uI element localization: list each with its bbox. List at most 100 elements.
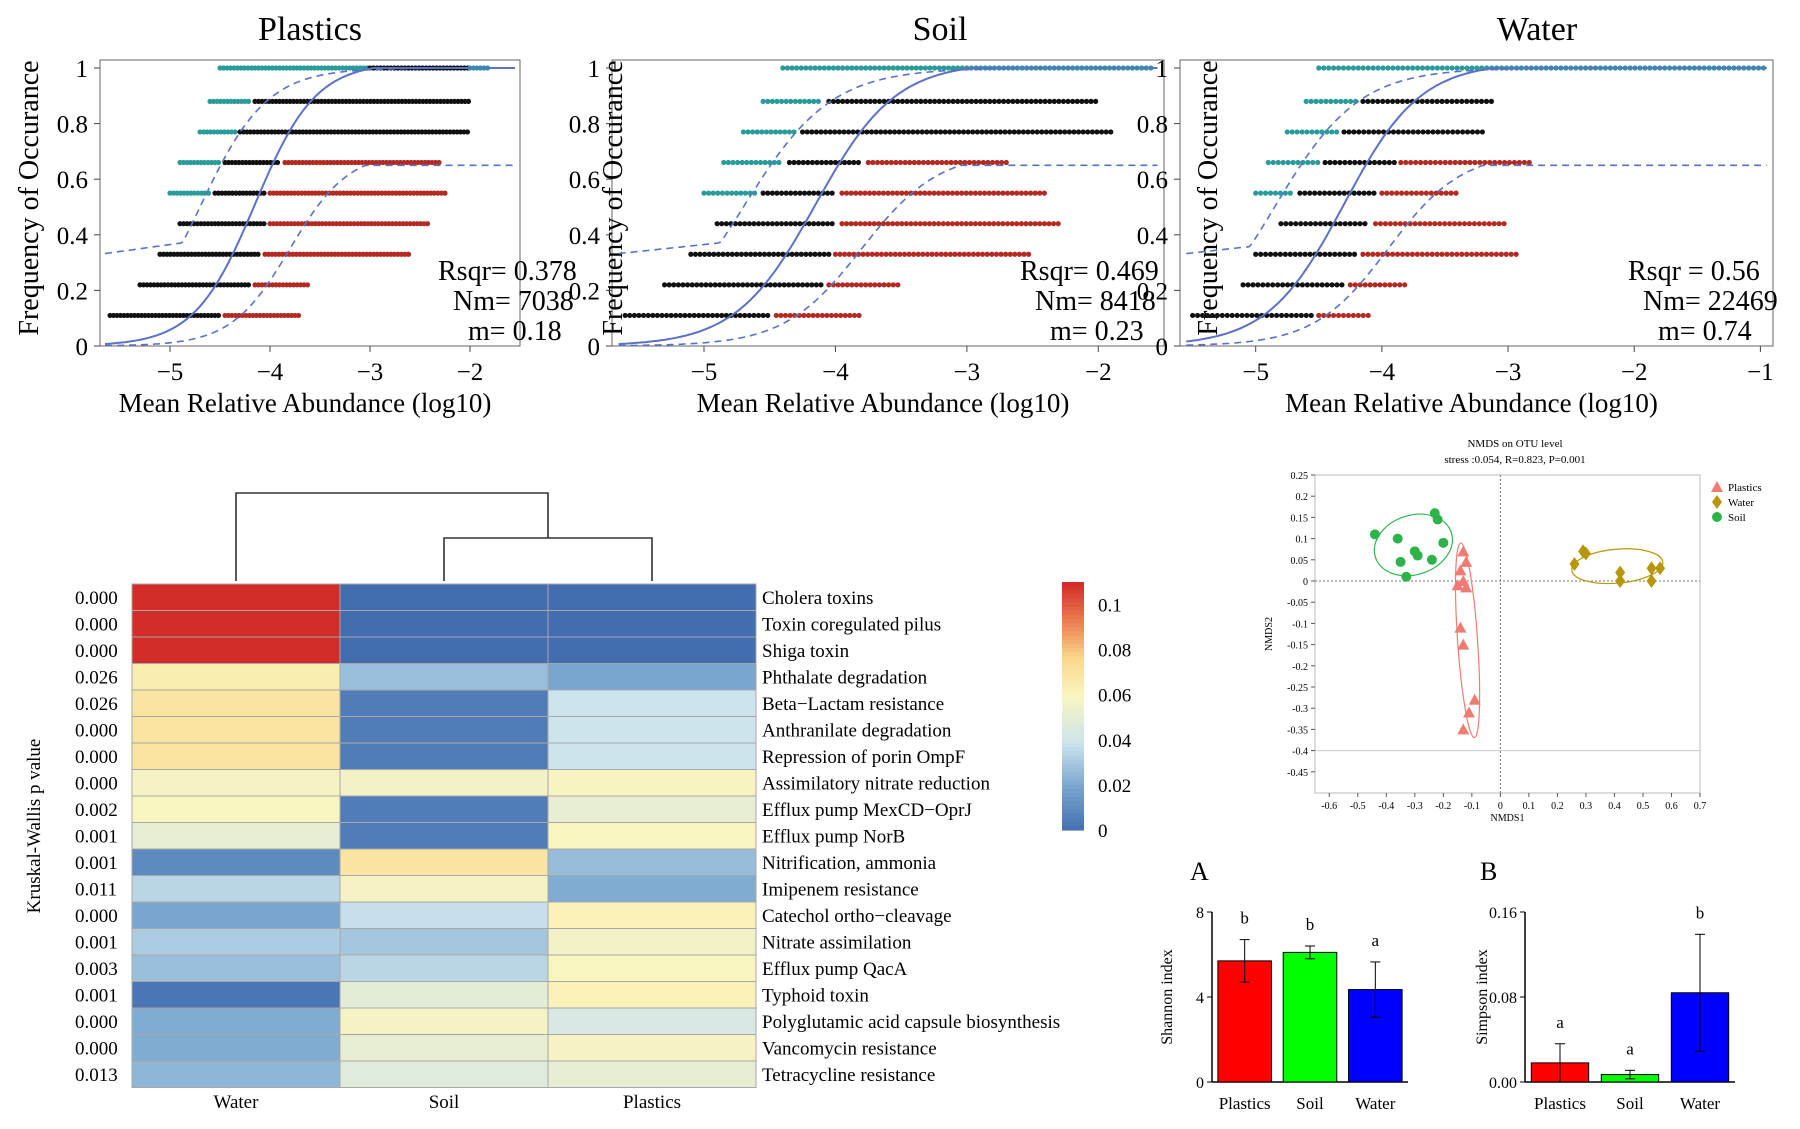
data-point bbox=[1316, 65, 1322, 71]
colorbar-segment bbox=[1062, 796, 1084, 802]
data-point bbox=[918, 98, 924, 104]
circle-marker bbox=[1392, 533, 1403, 544]
data-point bbox=[746, 312, 752, 319]
data-point bbox=[1345, 312, 1352, 319]
data-point bbox=[780, 65, 786, 71]
data-point bbox=[1332, 159, 1338, 166]
heatmap-cell bbox=[547, 716, 757, 744]
row-label: Catechol ortho−cleavage bbox=[762, 906, 952, 927]
data-point bbox=[987, 98, 993, 104]
data-point bbox=[1331, 65, 1337, 71]
data-point bbox=[1404, 98, 1411, 104]
data-point bbox=[929, 251, 935, 257]
data-point bbox=[1360, 65, 1366, 71]
data-point bbox=[740, 282, 746, 288]
data-point bbox=[966, 251, 972, 257]
data-point bbox=[1398, 159, 1404, 166]
heatmap-cell bbox=[547, 742, 757, 770]
data-point bbox=[849, 282, 855, 288]
data-point bbox=[663, 312, 670, 319]
data-point bbox=[880, 221, 887, 227]
data-point bbox=[878, 129, 884, 135]
data-point bbox=[1245, 282, 1251, 288]
heatmap-cell bbox=[339, 636, 549, 664]
data-point bbox=[797, 98, 803, 104]
data-point bbox=[832, 251, 839, 257]
circle-marker bbox=[1395, 556, 1406, 567]
heatmap-cell bbox=[547, 663, 757, 691]
data-point bbox=[1385, 65, 1391, 71]
colorbar-segment bbox=[1062, 598, 1084, 604]
data-point bbox=[1318, 98, 1324, 104]
data-point bbox=[789, 251, 795, 257]
data-point bbox=[765, 221, 771, 227]
data-point bbox=[1240, 282, 1246, 288]
data-point bbox=[1292, 251, 1298, 257]
data-point bbox=[784, 65, 791, 71]
colorbar-segment bbox=[1062, 714, 1084, 719]
data-point bbox=[876, 282, 883, 288]
bar bbox=[1282, 951, 1338, 1083]
fit-statistic: m= 0.23 bbox=[1050, 316, 1144, 347]
data-point bbox=[1366, 129, 1372, 135]
data-point bbox=[867, 190, 873, 196]
data-point bbox=[700, 312, 706, 319]
data-point bbox=[733, 190, 739, 196]
data-point bbox=[436, 159, 442, 166]
data-point bbox=[857, 221, 864, 227]
data-point bbox=[1312, 221, 1319, 227]
data-point bbox=[1302, 251, 1308, 257]
data-point bbox=[1024, 98, 1030, 104]
neutral-fit-line bbox=[618, 67, 1158, 345]
legend-label: Water bbox=[1728, 497, 1754, 509]
p-value-label: 0.026 bbox=[75, 694, 118, 715]
data-point bbox=[1343, 98, 1349, 104]
data-point bbox=[1219, 312, 1225, 319]
row-label: Vancomycin resistance bbox=[762, 1039, 937, 1060]
data-point bbox=[1459, 98, 1465, 104]
data-point bbox=[867, 221, 873, 227]
data-point bbox=[1474, 129, 1481, 135]
data-point bbox=[797, 221, 803, 227]
data-point bbox=[1290, 159, 1296, 166]
data-point bbox=[1033, 98, 1039, 104]
data-point bbox=[1303, 312, 1309, 319]
data-point bbox=[839, 221, 845, 227]
p-value-label: 0.000 bbox=[75, 641, 118, 662]
data-point bbox=[936, 190, 942, 196]
data-point bbox=[1032, 221, 1038, 227]
colorbar-segment bbox=[1062, 668, 1084, 674]
data-point bbox=[1342, 221, 1348, 227]
data-point bbox=[1308, 98, 1314, 104]
colorbar-segment bbox=[1062, 718, 1084, 724]
data-point bbox=[1478, 98, 1485, 104]
data-point bbox=[867, 65, 873, 71]
data-point bbox=[750, 129, 756, 135]
data-point bbox=[1265, 159, 1271, 166]
data-point bbox=[1262, 251, 1269, 257]
data-point bbox=[1282, 251, 1288, 257]
data-point bbox=[1347, 159, 1353, 166]
data-point bbox=[1384, 190, 1390, 196]
data-point bbox=[1432, 159, 1438, 166]
heatmap-cell bbox=[547, 822, 757, 850]
data-point bbox=[1371, 129, 1377, 135]
data-point bbox=[1488, 251, 1495, 257]
colorbar-segment bbox=[1062, 644, 1084, 649]
data-point bbox=[858, 65, 864, 71]
data-point bbox=[1356, 190, 1362, 196]
data-point bbox=[914, 129, 921, 135]
data-point bbox=[895, 65, 901, 71]
data-point bbox=[760, 190, 766, 196]
data-point bbox=[826, 282, 832, 288]
colorbar-segment bbox=[1062, 747, 1084, 753]
p-value-label: 0.013 bbox=[75, 1065, 118, 1086]
y-axis-label: Simpson index bbox=[1474, 949, 1491, 1045]
data-point bbox=[682, 312, 688, 319]
data-point bbox=[803, 251, 809, 257]
triangle-marker bbox=[1463, 706, 1475, 718]
p-value-label: 0.011 bbox=[75, 880, 117, 901]
data-point bbox=[930, 159, 936, 166]
data-point bbox=[1380, 129, 1387, 135]
